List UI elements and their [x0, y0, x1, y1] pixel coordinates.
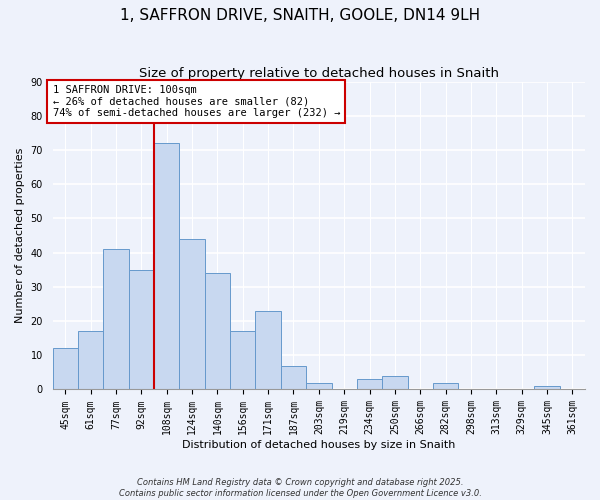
- Bar: [78, 332, 103, 390]
- Bar: [179, 239, 205, 390]
- Title: Size of property relative to detached houses in Snaith: Size of property relative to detached ho…: [139, 68, 499, 80]
- Text: Contains HM Land Registry data © Crown copyright and database right 2025.
Contai: Contains HM Land Registry data © Crown c…: [119, 478, 481, 498]
- Text: 1 SAFFRON DRIVE: 100sqm
← 26% of detached houses are smaller (82)
74% of semi-de: 1 SAFFRON DRIVE: 100sqm ← 26% of detache…: [53, 85, 340, 118]
- Bar: [306, 382, 332, 390]
- Y-axis label: Number of detached properties: Number of detached properties: [15, 148, 25, 324]
- Bar: [357, 379, 382, 390]
- Bar: [230, 332, 256, 390]
- Bar: [382, 376, 407, 390]
- Bar: [433, 382, 458, 390]
- Bar: [205, 273, 230, 390]
- X-axis label: Distribution of detached houses by size in Snaith: Distribution of detached houses by size …: [182, 440, 455, 450]
- Bar: [154, 143, 179, 390]
- Bar: [103, 249, 129, 390]
- Bar: [281, 366, 306, 390]
- Bar: [129, 270, 154, 390]
- Bar: [256, 311, 281, 390]
- Text: 1, SAFFRON DRIVE, SNAITH, GOOLE, DN14 9LH: 1, SAFFRON DRIVE, SNAITH, GOOLE, DN14 9L…: [120, 8, 480, 22]
- Bar: [535, 386, 560, 390]
- Bar: [53, 348, 78, 390]
